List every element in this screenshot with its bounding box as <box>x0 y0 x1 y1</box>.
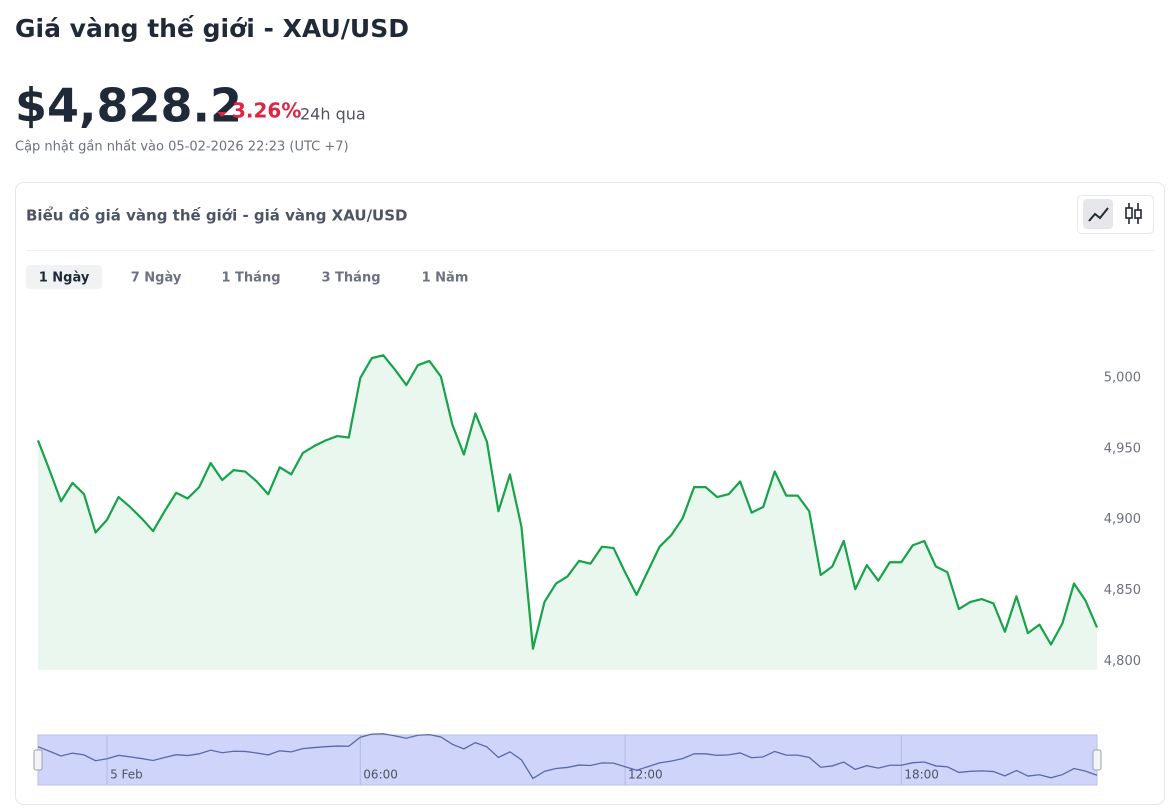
active-tab-bg <box>26 265 102 289</box>
navigator-tick-label: 18:00 <box>904 768 939 782</box>
y-tick-label: 4,900 <box>1104 512 1141 527</box>
period-tab[interactable]: 1 Tháng <box>221 271 280 286</box>
line-icon <box>1088 207 1109 222</box>
navigator-tick-label: 12:00 <box>628 768 663 782</box>
chart-card <box>15 182 1165 805</box>
period-tab[interactable]: 1 Năm <box>422 271 469 286</box>
period-tab[interactable]: 3 Tháng <box>321 271 380 286</box>
card-title: Biểu đồ giá vàng thế giới - giá vàng XAU… <box>26 206 407 225</box>
navigator-handle[interactable] <box>33 749 43 771</box>
navigator-line <box>37 733 1098 780</box>
page-title: Giá vàng thế giới - XAU/USD <box>15 14 409 43</box>
period-tab[interactable]: 7 Ngày <box>131 271 182 286</box>
y-tick-label: 4,850 <box>1104 583 1141 598</box>
y-tick-label: 4,950 <box>1104 441 1141 456</box>
candle-button[interactable] <box>1125 203 1142 224</box>
line-chart-button[interactable] <box>1083 199 1113 229</box>
price-area <box>38 355 1097 670</box>
price-line <box>36 354 1099 650</box>
y-tick-label: 5,000 <box>1104 370 1141 385</box>
down-arrow <box>217 112 227 117</box>
period-tab[interactable]: 1 Ngày <box>39 271 90 286</box>
candle-body <box>1134 209 1142 219</box>
navigator-tick-label: 5 Feb <box>110 768 143 782</box>
candle-body <box>1125 207 1133 219</box>
navigator-handle[interactable] <box>1092 749 1102 771</box>
y-tick-label: 4,800 <box>1104 654 1141 669</box>
price: $4,828.2 <box>15 79 242 133</box>
updated-time: Cập nhật gần nhất vào 05-02-2026 22:23 (… <box>15 140 349 155</box>
change: 3.26% <box>232 99 301 123</box>
period: 24h qua <box>300 105 366 124</box>
navigator-tick-label: 06:00 <box>363 768 398 782</box>
